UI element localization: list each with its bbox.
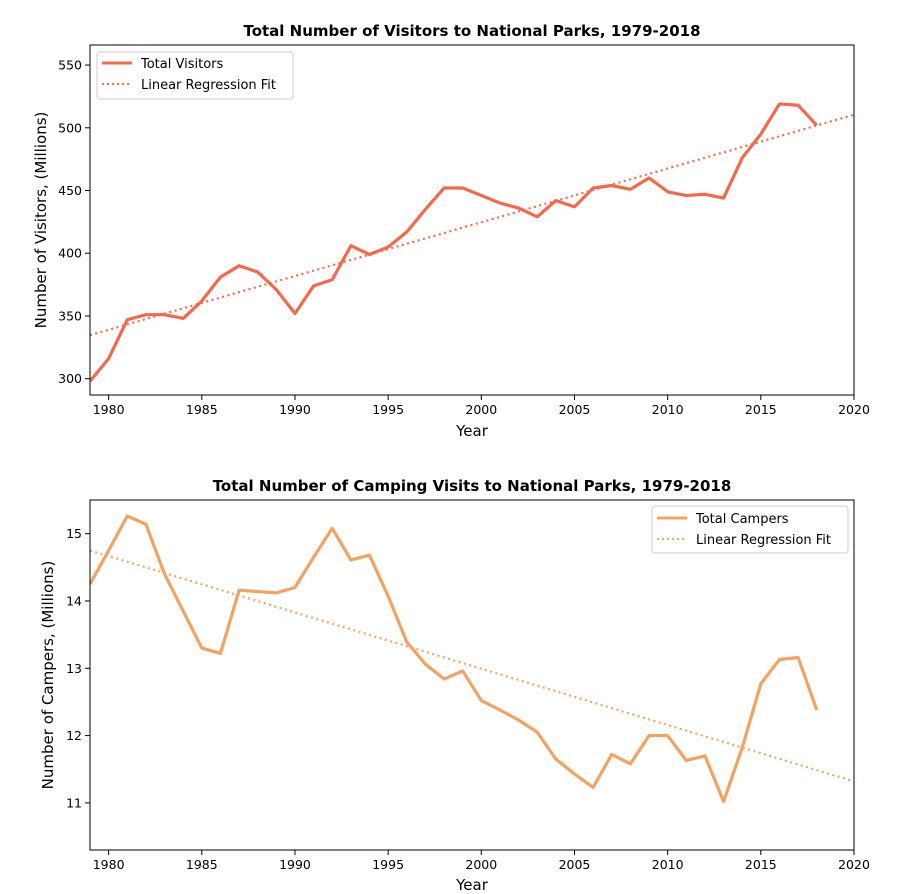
visitors-legend-box [96,51,294,100]
visitors-total-line [90,102,818,383]
visitors-legend-fit-label: Linear Regression Fit [141,78,276,93]
campers-x-tick-label: 1990 [279,857,311,872]
visitors-y-tick-label: 500 [58,120,82,135]
campers-y-tick-label: 11 [66,795,82,810]
campers-legend-box [651,505,849,554]
visitors-y-axis-label: Number of Visitors, (Millions) [32,112,50,329]
campers-x-tick-label: 1980 [93,857,125,872]
visitors-legend: Total Visitors Linear Regression Fit [96,51,294,100]
visitors-y-ticks: 300 350 400 450 500 550 [58,58,90,386]
visitors-chart: Total Number of Visitors to National Par… [32,22,870,440]
visitors-x-ticks: 1980 1985 1990 1995 2000 2005 2010 2015 2020 [93,395,870,417]
campers-y-tick-label: 15 [66,526,82,541]
campers-y-axis-label: Number of Campers, (Millions) [39,561,57,790]
visitors-plot-area [90,102,854,383]
campers-x-tick-label: 2020 [838,857,870,872]
campers-y-ticks: 11 12 13 14 15 [66,526,90,810]
campers-x-tick-label: 2015 [745,857,777,872]
campers-x-tick-label: 2010 [652,857,684,872]
visitors-x-tick-label: 1990 [279,402,311,417]
visitors-x-tick-label: 2015 [745,402,777,417]
campers-legend-fit-label: Linear Regression Fit [696,533,831,548]
campers-x-tick-label: 1985 [186,857,218,872]
campers-y-tick-label: 12 [66,728,82,743]
campers-y-tick-label: 13 [66,661,82,676]
visitors-legend-total-label: Total Visitors [140,57,223,72]
visitors-x-tick-label: 2010 [652,402,684,417]
campers-x-axis-label: Year [455,876,489,894]
campers-y-tick-label: 14 [66,593,82,608]
visitors-x-tick-label: 2020 [838,402,870,417]
campers-x-tick-label: 2000 [465,857,497,872]
visitors-y-tick-label: 400 [58,246,82,261]
campers-legend-total-label: Total Campers [695,512,789,527]
campers-x-ticks: 1980 1985 1990 1995 2000 2005 2010 2015 2020 [93,850,870,872]
campers-x-tick-label: 1995 [372,857,404,872]
campers-chart-title: Total Number of Camping Visits to Nation… [213,477,732,495]
visitors-x-axis-label: Year [455,422,489,440]
visitors-x-tick-label: 1995 [372,402,404,417]
visitors-x-tick-label: 2005 [559,402,591,417]
visitors-y-tick-label: 300 [58,371,82,386]
campers-regression-line [90,549,854,783]
campers-legend: Total Campers Linear Regression Fit [651,505,849,554]
campers-x-tick-label: 2005 [559,857,591,872]
visitors-plot-frame [89,44,855,396]
visitors-y-tick-label: 350 [58,308,82,323]
visitors-chart-title: Total Number of Visitors to National Par… [243,22,700,40]
visitors-regression-line [90,113,854,337]
campers-chart: Total Number of Camping Visits to Nation… [39,477,870,894]
campers-plot-frame [89,499,855,851]
visitors-y-tick-label: 450 [58,183,82,198]
visitors-y-tick-label: 550 [58,58,82,73]
visitors-x-tick-label: 1985 [186,402,218,417]
visitors-x-tick-label: 1980 [93,402,125,417]
visitors-x-tick-label: 2000 [465,402,497,417]
campers-plot-area [90,514,854,804]
campers-total-line [90,514,819,804]
